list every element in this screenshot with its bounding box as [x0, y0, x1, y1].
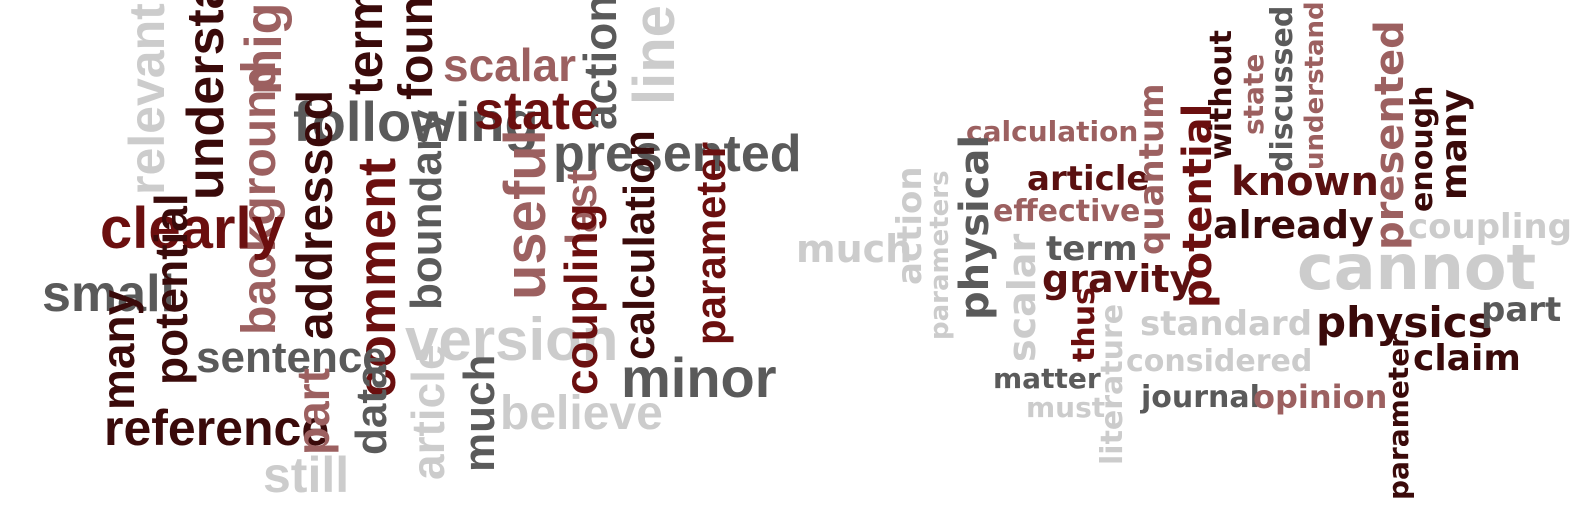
word-coupling: coupling: [1408, 207, 1572, 247]
word-term: term: [1046, 229, 1138, 269]
word-quantum: quantum: [1132, 83, 1172, 255]
word-part: part: [1481, 290, 1562, 330]
word-parameter: parameter: [1382, 334, 1415, 500]
word-journal: journal: [1141, 380, 1260, 415]
word-cannot: cannot: [1297, 231, 1537, 304]
word-sentence: sentence: [196, 333, 387, 382]
word-known: known: [1231, 159, 1379, 205]
word-small: small: [42, 265, 175, 323]
word-clearly: clearly: [100, 196, 284, 261]
word-standard: standard: [1140, 304, 1313, 344]
word-version: version: [405, 306, 619, 373]
word-effective: effective: [993, 194, 1141, 229]
word-discussed: discussed: [1265, 5, 1300, 172]
word-reference: reference: [104, 400, 330, 456]
word-believe: believe: [500, 387, 663, 440]
word-already: already: [1213, 203, 1374, 247]
word-physics: physics: [1316, 298, 1493, 347]
word-considered: considered: [1126, 344, 1313, 379]
word-literature: literature: [1095, 303, 1130, 465]
word-much: much: [796, 227, 913, 271]
word-parameters: parameters: [925, 170, 955, 340]
word-minor: minor: [621, 346, 777, 409]
word-state: state: [474, 81, 601, 141]
word-presented: presented: [1367, 20, 1413, 250]
word-matter: matter: [993, 362, 1101, 395]
word-opinion: opinion: [1253, 378, 1388, 416]
word-understand: understand: [1300, 1, 1330, 170]
word-presented: presented: [553, 125, 802, 183]
word-must: must: [1026, 391, 1106, 424]
word-physical: physical: [952, 134, 998, 320]
word-gravity: gravity: [1042, 257, 1195, 301]
word-article: article: [1027, 159, 1150, 199]
word-many: many: [1434, 89, 1475, 200]
word-state: state: [1237, 53, 1270, 135]
left-word-cloud: relevant understand might term found sca…: [0, 0, 802, 505]
word-still: still: [263, 447, 350, 503]
word-following: following: [293, 90, 539, 153]
word-scalar: scalar: [443, 39, 577, 91]
word-claim: claim: [1413, 338, 1521, 379]
word-scalar: scalar: [1000, 233, 1044, 362]
word-calculation: calculation: [966, 115, 1139, 148]
